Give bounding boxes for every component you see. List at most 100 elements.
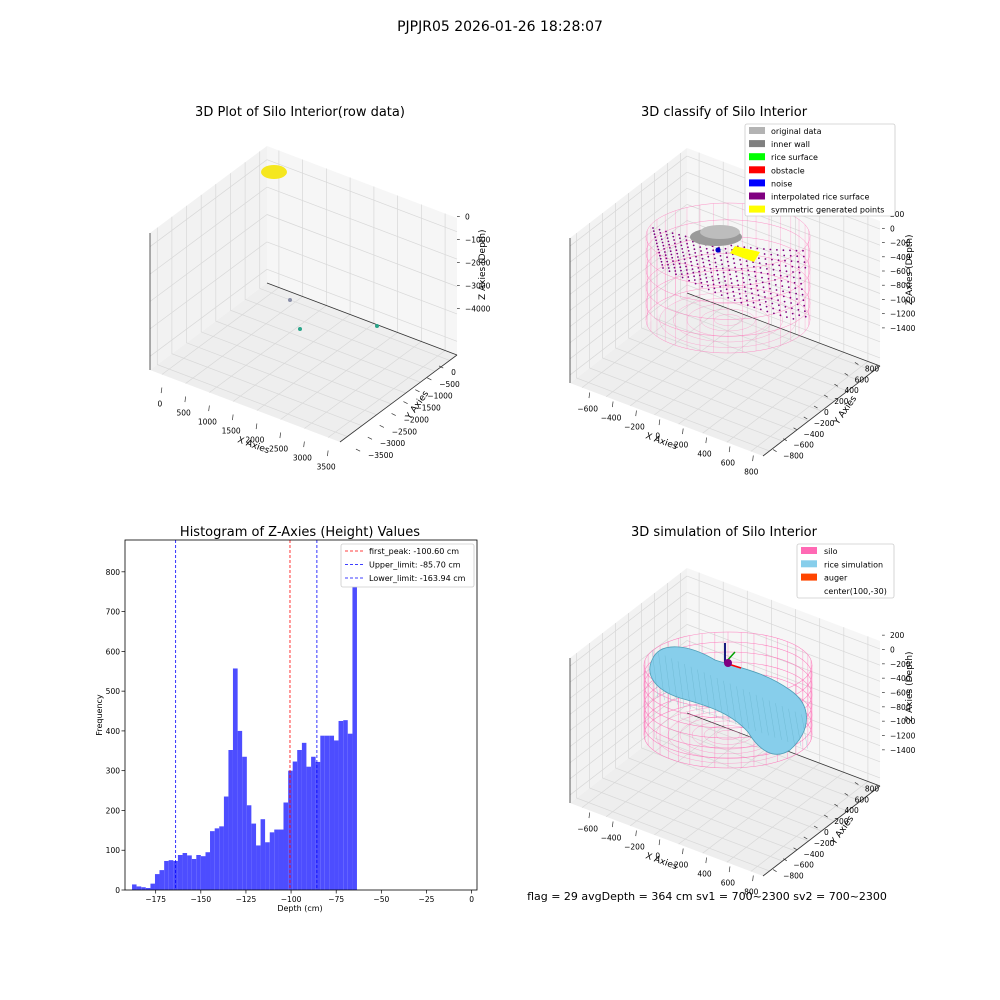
interpolated-rice-point <box>721 267 724 270</box>
panel-2-zlabel: Z Axies (Depth) <box>905 234 915 305</box>
panel-2-x-tick-label: 800 <box>744 468 759 477</box>
symmetric-generated-points <box>730 246 760 262</box>
interpolated-rice-point <box>655 239 657 242</box>
interpolated-rice-point <box>796 298 798 300</box>
legend-label: inner wall <box>771 140 810 149</box>
panel-1-z-tick-label: −2000 <box>465 259 491 268</box>
interpolated-rice-point <box>748 278 751 281</box>
panel-1-axes: 0 500 1000 1500 2000 2500 3000 3500 0 −500 −1000 −1… <box>149 146 491 472</box>
interpolated-rice-point <box>778 309 781 312</box>
interpolated-rice-point <box>668 243 670 246</box>
panel-4-y-tick-label: −800 <box>783 872 804 881</box>
interpolated-rice-point <box>674 245 677 248</box>
interpolated-rice-point <box>780 280 783 282</box>
panel-4-x-tick <box>658 839 661 846</box>
panel-4-y-tick-label: −400 <box>804 850 825 859</box>
panel-2-ygrid <box>641 183 835 402</box>
histogram-ytick-label: 700 <box>106 608 121 617</box>
histogram-bar <box>343 720 348 890</box>
interpolated-rice-point <box>679 237 681 240</box>
interpolated-rice-point <box>700 253 703 256</box>
interpolated-rice-point <box>703 269 706 272</box>
interpolated-rice-point <box>789 254 792 257</box>
panel-1-zlabel: Z Axies (Depth) <box>478 229 488 300</box>
panel-4-x-tick-label: 0 <box>655 852 660 861</box>
interpolated-rice-point <box>672 260 674 262</box>
interpolated-rice-point <box>771 263 774 266</box>
panel-4-zgrid <box>569 688 688 780</box>
panel-raw-data: 3D Plot of Silo Interior(row data) 0 500 1… <box>149 105 491 472</box>
histogram-bar <box>177 855 183 890</box>
interpolated-rice-point <box>685 239 688 242</box>
rice-mesh-line <box>801 714 808 749</box>
histogram-bar <box>141 887 146 890</box>
status-line: flag = 29 avgDepth = 364 cm sv1 = 700~23… <box>527 890 887 903</box>
interpolated-rice-point <box>759 303 761 306</box>
panel-1-y-tick <box>355 448 361 452</box>
histogram-bar <box>187 855 192 890</box>
legend-label: silo <box>824 547 838 556</box>
interpolated-rice-point <box>733 262 736 264</box>
interpolated-rice-point <box>791 312 794 315</box>
interpolated-rice-point <box>682 255 685 257</box>
panel-1-y-tick <box>391 413 396 416</box>
histogram-bar <box>196 855 201 890</box>
histogram-bar <box>324 735 330 890</box>
interpolated-rice-point <box>722 271 725 274</box>
interpolated-rice-point <box>797 260 799 263</box>
panel-4-y-tick <box>854 782 859 785</box>
panel-2-z-tick-label: −1200 <box>890 310 916 319</box>
interpolated-rice-point <box>757 294 760 297</box>
panel-1-ygrid <box>186 205 377 416</box>
panel-2-y-tick <box>824 394 828 398</box>
interpolated-rice-point <box>723 275 726 278</box>
histogram-bar <box>260 819 266 890</box>
interpolated-rice-point <box>750 287 753 290</box>
panel-2-x-tick-label: 600 <box>721 459 736 468</box>
interpolated-rice-point <box>724 247 727 250</box>
interpolated-rice-point <box>735 271 737 273</box>
interpolated-rice-point <box>740 268 743 270</box>
panel-4-y-tick <box>834 803 839 807</box>
histogram-ytick-label: 800 <box>106 568 121 577</box>
interpolated-rice-point <box>672 235 675 238</box>
histogram-bar <box>210 831 215 890</box>
interpolated-rice-point <box>655 242 658 245</box>
histogram-bar <box>132 884 137 890</box>
panel-4-x-tick <box>588 812 591 819</box>
interpolated-rice-point <box>664 251 666 253</box>
panel-4-x-tick <box>612 821 614 828</box>
interpolated-rice-point <box>657 248 660 251</box>
interpolated-rice-point <box>662 267 664 269</box>
panel-1-x-tick <box>255 423 258 430</box>
panel-1-zgrid <box>149 186 268 275</box>
interpolated-rice-point <box>770 297 773 300</box>
interpolated-rice-point <box>741 272 744 275</box>
interpolated-rice-point <box>724 280 726 282</box>
histogram-bar <box>182 853 188 890</box>
interpolated-rice-point <box>680 273 683 275</box>
interpolated-rice-point <box>798 314 801 317</box>
interpolated-rice-point <box>784 259 786 262</box>
interpolated-rice-point <box>726 256 728 259</box>
interpolated-rice-point <box>713 253 715 256</box>
panel-2-zgrid <box>686 252 881 327</box>
interpolated-rice-point <box>756 284 758 287</box>
interpolated-rice-point <box>767 277 770 280</box>
legend-label: symmetric generated points <box>771 206 884 215</box>
legend-swatch <box>749 192 765 200</box>
histogram-ylabel: Frequency <box>95 694 104 736</box>
interpolated-rice-point <box>707 255 710 258</box>
interpolated-rice-point <box>730 244 733 247</box>
legend-label: obstacle <box>771 166 805 175</box>
panel-1-zgrid <box>149 269 268 357</box>
interpolated-rice-point <box>673 239 675 241</box>
interpolated-rice-point <box>776 254 779 256</box>
interpolated-rice-point <box>773 312 775 315</box>
panel-4-x-tick-label: 200 <box>674 861 689 870</box>
panel-2-zgrid <box>686 284 881 359</box>
panel-2-y-tick-label: 0 <box>824 408 829 417</box>
interpolated-rice-point <box>801 288 803 291</box>
interpolated-rice-point <box>690 264 693 267</box>
histogram-bar <box>311 756 316 890</box>
